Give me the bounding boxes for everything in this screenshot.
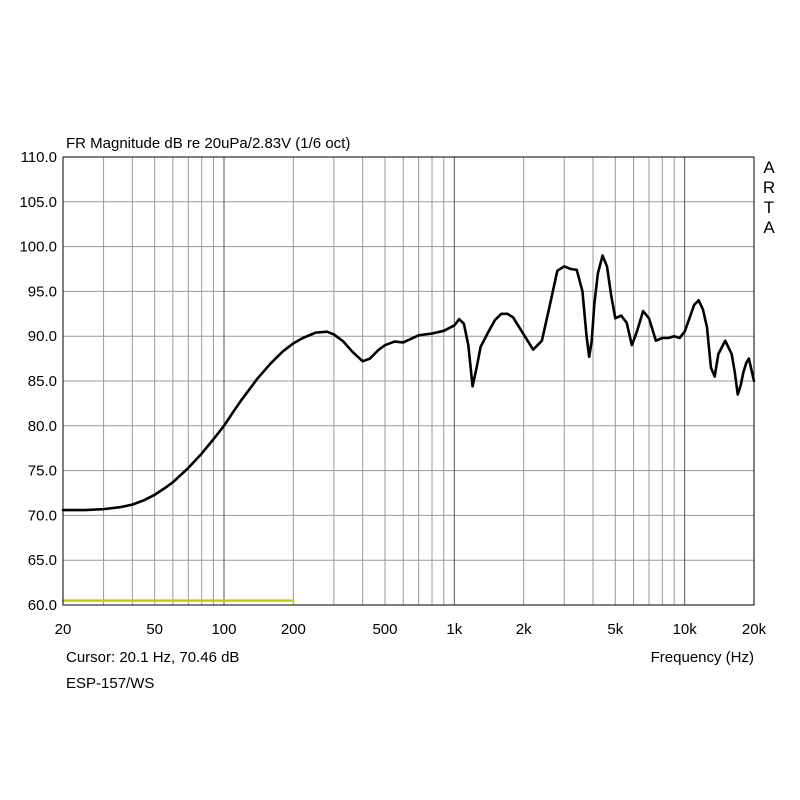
watermark-letter: T — [764, 198, 774, 217]
x-tick-label: 20 — [55, 621, 72, 638]
watermark-letter: R — [763, 178, 775, 197]
x-tick-label: 10k — [673, 621, 698, 638]
y-tick-label: 80.0 — [28, 418, 57, 435]
x-tick-label: 100 — [211, 621, 236, 638]
x-tick-label: 200 — [281, 621, 306, 638]
x-tick-label: 50 — [146, 621, 163, 638]
chart-title: FR Magnitude dB re 20uPa/2.83V (1/6 oct) — [66, 135, 350, 152]
x-tick-label: 2k — [516, 621, 532, 638]
x-tick-label: 5k — [607, 621, 623, 638]
x-tick-label: 20k — [742, 621, 767, 638]
cursor-readout: Cursor: 20.1 Hz, 70.46 dB — [66, 649, 239, 666]
y-tick-label: 100.0 — [19, 239, 57, 256]
y-tick-label: 70.0 — [28, 507, 57, 524]
watermark-letter: A — [763, 218, 775, 237]
y-tick-label: 65.0 — [28, 552, 57, 569]
x-axis-label: Frequency (Hz) — [651, 649, 754, 666]
series-line-frequency-response — [61, 254, 756, 512]
x-tick-label: 1k — [446, 621, 462, 638]
device-label: ESP-157/WS — [66, 675, 154, 692]
series-layer — [61, 254, 756, 602]
y-tick-label: 85.0 — [28, 373, 57, 390]
watermark-letter: A — [763, 158, 775, 177]
y-tick-label: 110.0 — [21, 149, 57, 166]
y-tick-label: 60.0 — [28, 597, 57, 614]
y-tick-label: 75.0 — [28, 463, 57, 480]
y-tick-label: 95.0 — [28, 283, 57, 300]
plot-frame — [62, 156, 755, 606]
y-tick-label: 90.0 — [28, 328, 57, 345]
x-tick-label: 500 — [372, 621, 397, 638]
tick-labels: 60.0 65.0 70.0 75.0 80.0 85.0 90.0 95.0 100.0 105… — [19, 149, 766, 638]
y-tick-label: 105.0 — [19, 194, 57, 211]
